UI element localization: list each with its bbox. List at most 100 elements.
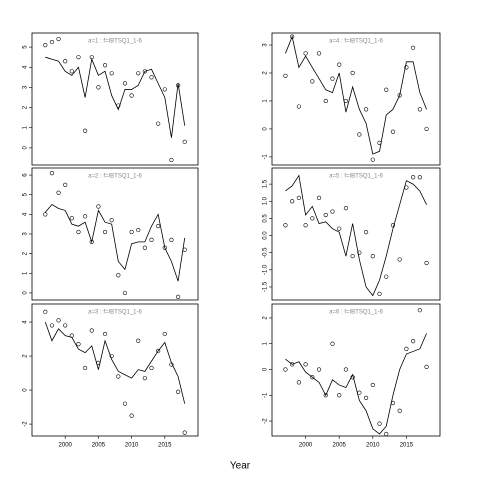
data-point — [330, 76, 335, 81]
y-tick-label: 6 — [23, 173, 29, 177]
data-point — [169, 157, 174, 163]
x-tick-label: 2005 — [333, 443, 347, 449]
data-point — [43, 42, 48, 48]
data-point — [377, 291, 382, 296]
data-point — [49, 323, 55, 328]
data-point — [384, 274, 389, 279]
data-point — [397, 257, 402, 262]
data-point — [303, 51, 308, 56]
y-tick-label: -2 — [263, 418, 269, 424]
y-tick-label: -0.5 — [263, 247, 269, 258]
data-point — [411, 45, 416, 50]
y-tick-label: 2 — [263, 71, 269, 75]
data-point — [149, 75, 154, 80]
x-tick-label: 2015 — [400, 443, 414, 449]
panel-frame — [271, 167, 441, 301]
data-point — [397, 408, 402, 413]
data-point — [149, 237, 154, 242]
data-point — [411, 175, 416, 180]
data-point — [102, 229, 108, 235]
panel-title: a=1 : f=IBTSQ1_1-6 — [88, 39, 142, 45]
data-point — [283, 367, 288, 372]
fitted-line — [44, 204, 186, 282]
data-point — [316, 51, 322, 56]
panel-frame — [31, 303, 199, 437]
data-point — [424, 364, 429, 370]
fitted-line — [285, 333, 427, 435]
y-tick-label: 0 — [23, 291, 29, 295]
x-axis-label: Year — [230, 461, 251, 472]
data-point — [102, 331, 108, 337]
data-point — [175, 294, 181, 299]
data-point — [417, 107, 422, 112]
data-point — [129, 93, 134, 98]
y-tick-label: 0.0 — [263, 231, 269, 240]
data-point — [363, 395, 369, 400]
data-point — [63, 182, 68, 187]
data-point — [116, 273, 121, 278]
data-point — [363, 107, 369, 112]
data-point — [136, 227, 141, 233]
data-point — [337, 62, 342, 67]
y-tick-label: 2 — [23, 251, 29, 255]
data-point — [69, 216, 74, 221]
data-point — [116, 374, 121, 379]
y-tick-label: 3 — [263, 43, 269, 47]
x-tick-label: 2000 — [299, 443, 313, 449]
data-point — [83, 214, 88, 219]
y-tick-label: 2 — [263, 316, 269, 320]
data-point — [156, 121, 161, 126]
data-point — [63, 323, 68, 328]
y-tick-label: 0 — [23, 388, 29, 392]
data-point — [290, 362, 295, 367]
data-point — [303, 223, 308, 228]
data-point — [76, 229, 81, 235]
y-tick-label: 3 — [23, 85, 29, 89]
y-tick-label: 0 — [23, 146, 29, 150]
data-point — [390, 223, 396, 228]
panel-title: a=4 : f=IBTSQ1_1-6 — [329, 39, 383, 45]
data-point — [384, 431, 389, 437]
data-point — [296, 380, 301, 385]
data-point — [316, 195, 322, 200]
data-point — [343, 367, 349, 372]
fitted-line — [45, 56, 186, 138]
data-point — [330, 341, 335, 346]
data-point — [350, 70, 355, 76]
data-point — [49, 39, 55, 45]
data-point — [337, 226, 342, 231]
fitted-line — [285, 174, 427, 297]
data-point — [43, 212, 48, 217]
y-tick-label: 4 — [23, 65, 29, 69]
panel-title: a=5 : f=IBTSQ1_1-6 — [329, 174, 383, 180]
data-point — [350, 254, 355, 259]
data-point — [370, 157, 375, 162]
data-point — [290, 199, 295, 204]
data-point — [316, 367, 322, 372]
data-point — [142, 245, 147, 250]
y-tick-label: 1 — [263, 341, 269, 345]
data-point — [182, 139, 187, 144]
y-tick-label: 5 — [23, 192, 29, 196]
data-point — [377, 421, 382, 426]
panel-title: a=2 : f=IBTSQ1_1-6 — [88, 174, 142, 180]
data-point — [370, 382, 375, 388]
data-point — [404, 346, 409, 351]
data-point — [390, 129, 396, 134]
panel-frame — [271, 32, 441, 166]
x-tick-label: 2005 — [92, 443, 106, 449]
y-tick-label: 1.5 — [263, 179, 269, 188]
data-point — [370, 254, 375, 259]
data-point — [363, 230, 369, 235]
x-tick-label: 2000 — [59, 443, 73, 449]
panel-frame — [31, 167, 199, 301]
data-point — [424, 126, 429, 132]
data-point — [76, 55, 81, 60]
y-tick-label: 5 — [23, 45, 29, 49]
data-point — [162, 331, 167, 337]
data-point — [49, 171, 55, 176]
data-point — [96, 85, 101, 90]
y-tick-label: -1.5 — [263, 281, 269, 292]
panel-title: a=6 : f=IBTSQ1_1-6 — [329, 310, 383, 316]
